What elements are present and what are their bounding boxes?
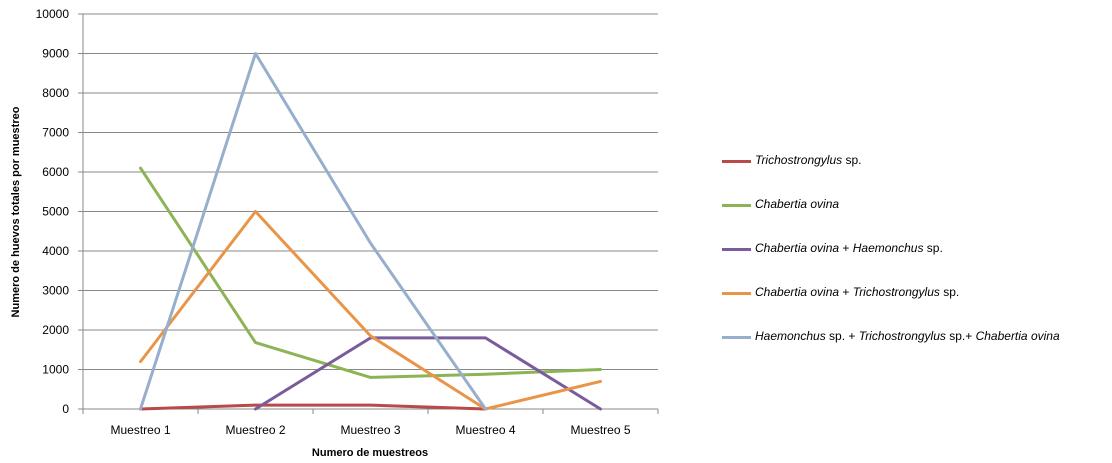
y-axis-title: Numero de huevos totales por muestreo (10, 106, 22, 317)
legend-label-part: Haemonchus (852, 241, 924, 255)
series-line-2 (139, 166, 602, 379)
series-line-4 (139, 210, 602, 411)
x-tick-label: Muestreo 2 (225, 423, 285, 437)
legend-label-part: + (839, 241, 853, 255)
x-tick-label: Muestreo 5 (570, 423, 630, 437)
y-tick-label: 8000 (42, 86, 69, 100)
legend-item: Haemonchus sp. + Trichostrongylus sp.+ C… (722, 326, 1102, 376)
legend-swatch (722, 160, 751, 163)
legend-item: Trichostrongylus sp. (722, 150, 1102, 194)
legend-label: Chabertia ovina + Trichostrongylus sp. (755, 284, 1105, 301)
series-line-3 (254, 336, 602, 411)
series-line-5 (139, 52, 487, 411)
legend-label: Chabertia ovina + Haemonchus sp. (755, 240, 1105, 257)
legend-swatch (722, 292, 751, 295)
legend-label-part: sp. (923, 241, 943, 255)
legend-label-part: Trichostrongylus (852, 285, 940, 299)
y-tick-label: 4000 (42, 244, 69, 258)
y-tick-label: 7000 (42, 126, 69, 140)
x-axis-ticks: Muestreo 1 Muestreo 2 Muestreo 3 Muestreo 4… (82, 409, 659, 437)
series-lines (139, 52, 602, 411)
legend: Trichostrongylus sp. Chabertia ovina Chabe… (722, 150, 1102, 376)
legend-item: Chabertia ovina + Haemonchus sp. (722, 238, 1102, 282)
x-tick-label: Muestreo 1 (110, 423, 170, 437)
series-line-1 (139, 403, 487, 411)
y-tick-label: 9000 (42, 47, 69, 61)
legend-swatch (722, 248, 751, 251)
legend-swatch (722, 204, 751, 207)
y-tick-label: 3000 (42, 284, 69, 298)
legend-label-part: sp. (842, 153, 862, 167)
legend-label: Chabertia ovina (755, 196, 1105, 213)
legend-label: Haemonchus sp. + Trichostrongylus sp.+ C… (755, 328, 1105, 345)
legend-item: Chabertia ovina (722, 194, 1102, 238)
legend-label-part: Trichostrongylus (858, 329, 946, 343)
x-axis-title: Numero de muestreos (312, 447, 428, 459)
y-tick-label: 5000 (42, 205, 69, 219)
legend-label-part: Haemonchus (755, 329, 826, 343)
legend-label-part: Chabertia ovina (755, 197, 840, 211)
y-tick-label: 6000 (42, 165, 69, 179)
legend-swatch (722, 336, 751, 339)
legend-label-part: sp. + (825, 329, 859, 343)
y-axis-ticks: 0 1000 2000 3000 4000 5000 6000 7000 8000 9000 100… (36, 7, 83, 416)
legend-label-part: Chabertia ovina (755, 241, 840, 255)
legend-label-part: + (839, 285, 853, 299)
legend-item: Chabertia ovina + Trichostrongylus sp. (722, 282, 1102, 326)
x-tick-label: Muestreo 3 (340, 423, 400, 437)
legend-label-part: Trichostrongylus (755, 153, 843, 167)
legend-label-part: Chabertia ovina (975, 329, 1060, 343)
legend-label: Trichostrongylus sp. (755, 152, 1105, 169)
y-tick-label: 10000 (36, 7, 70, 21)
x-tick-label: Muestreo 4 (455, 423, 515, 437)
legend-label-part: Chabertia ovina (755, 285, 840, 299)
y-tick-label: 1000 (42, 363, 69, 377)
y-tick-label: 2000 (42, 323, 69, 337)
legend-label-part: sp.+ (945, 329, 976, 343)
y-tick-label: 0 (62, 402, 69, 416)
legend-label-part: sp. (939, 285, 960, 299)
